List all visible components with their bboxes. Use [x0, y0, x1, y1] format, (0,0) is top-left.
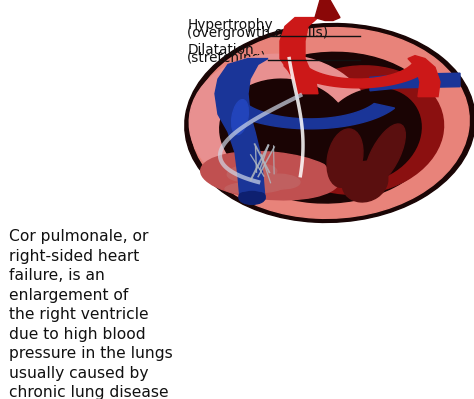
- Ellipse shape: [232, 100, 248, 134]
- Ellipse shape: [189, 54, 375, 198]
- Text: (stretching): (stretching): [187, 51, 267, 65]
- Text: Cor pulmonale, or
right-sided heart
failure, is an
enlargement of
the right vent: Cor pulmonale, or right-sided heart fail…: [9, 229, 173, 399]
- Polygon shape: [370, 73, 460, 91]
- Ellipse shape: [319, 88, 421, 181]
- Polygon shape: [215, 59, 268, 199]
- Polygon shape: [408, 55, 440, 97]
- Text: Dilatation: Dilatation: [187, 43, 254, 57]
- Ellipse shape: [239, 192, 265, 204]
- Polygon shape: [280, 18, 318, 94]
- Text: (overgrowth of cells): (overgrowth of cells): [187, 26, 328, 40]
- Ellipse shape: [191, 28, 469, 218]
- Ellipse shape: [365, 124, 405, 186]
- Ellipse shape: [225, 182, 285, 194]
- Polygon shape: [225, 103, 395, 129]
- Ellipse shape: [185, 24, 474, 222]
- Ellipse shape: [239, 193, 249, 200]
- Polygon shape: [315, 0, 340, 20]
- Ellipse shape: [219, 52, 440, 203]
- Ellipse shape: [201, 152, 339, 200]
- Text: Hypertrophy: Hypertrophy: [187, 18, 273, 32]
- Ellipse shape: [273, 66, 444, 194]
- Ellipse shape: [220, 79, 350, 184]
- Ellipse shape: [227, 164, 277, 182]
- Ellipse shape: [342, 161, 388, 202]
- Ellipse shape: [327, 129, 363, 187]
- Ellipse shape: [255, 193, 265, 200]
- Polygon shape: [284, 63, 432, 88]
- Ellipse shape: [260, 174, 300, 189]
